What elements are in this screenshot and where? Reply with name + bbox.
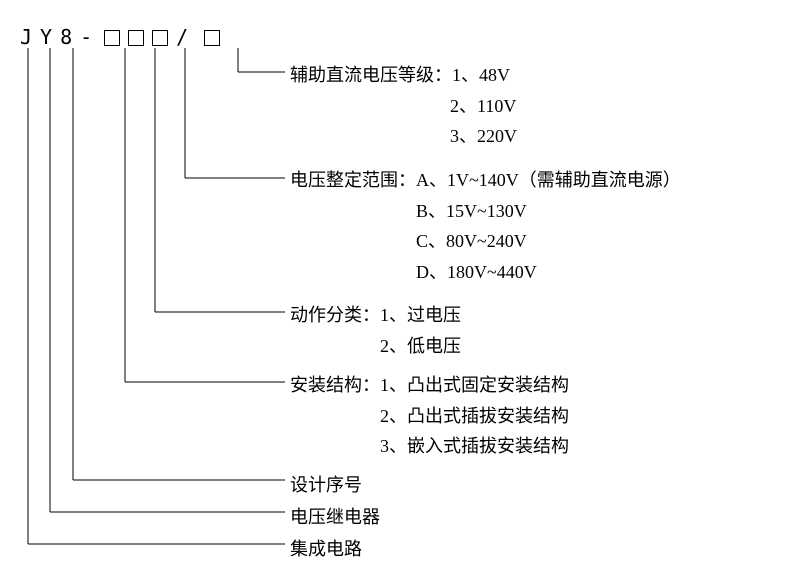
desc-label: 辅助直流电压等级： — [290, 65, 452, 85]
desc-option: D、180V~440V — [416, 257, 681, 288]
desc-action-type: 动作分类：1、过电压 2、低电压 — [290, 300, 461, 361]
desc-option: 3、220V — [450, 121, 517, 152]
desc-label: 集成电路 — [290, 539, 362, 559]
desc-option: 3、嵌入式插拔安装结构 — [380, 431, 569, 462]
desc-design-serial: 设计序号 — [290, 470, 362, 501]
desc-integrated-circuit: 集成电路 — [290, 534, 362, 565]
desc-label: 安装结构： — [290, 375, 380, 395]
desc-label: 电压整定范围： — [290, 170, 416, 190]
desc-option: 1、凸出式固定安装结构 — [380, 375, 569, 395]
desc-option: 2、110V — [450, 91, 517, 122]
desc-option: 1、过电压 — [380, 305, 461, 325]
desc-option: 2、低电压 — [380, 331, 461, 362]
desc-label: 动作分类： — [290, 305, 380, 325]
desc-option: B、15V~130V — [416, 196, 681, 227]
placeholder-box — [204, 30, 220, 46]
placeholder-box — [152, 30, 168, 46]
desc-option: 1、48V — [452, 65, 510, 85]
desc-option: A、1V~140V（需辅助直流电源） — [416, 170, 681, 190]
desc-mount-structure: 安装结构：1、凸出式固定安装结构 2、凸出式插拔安装结构 3、嵌入式插拔安装结构 — [290, 370, 569, 462]
placeholder-box — [104, 30, 120, 46]
model-code-line: JY8- / — [20, 25, 224, 49]
desc-voltage-relay: 电压继电器 — [290, 502, 380, 533]
placeholder-box — [128, 30, 144, 46]
desc-option: 2、凸出式插拔安装结构 — [380, 401, 569, 432]
model-slash: / — [176, 25, 196, 49]
desc-label: 电压继电器 — [290, 507, 380, 527]
model-prefix: JY8- — [20, 25, 100, 49]
desc-label: 设计序号 — [290, 475, 362, 495]
desc-voltage-range: 电压整定范围：A、1V~140V（需辅助直流电源） B、15V~130V C、8… — [290, 165, 681, 287]
desc-option: C、80V~240V — [416, 226, 681, 257]
desc-aux-dc-voltage: 辅助直流电压等级：1、48V 2、110V 3、220V — [290, 60, 517, 152]
